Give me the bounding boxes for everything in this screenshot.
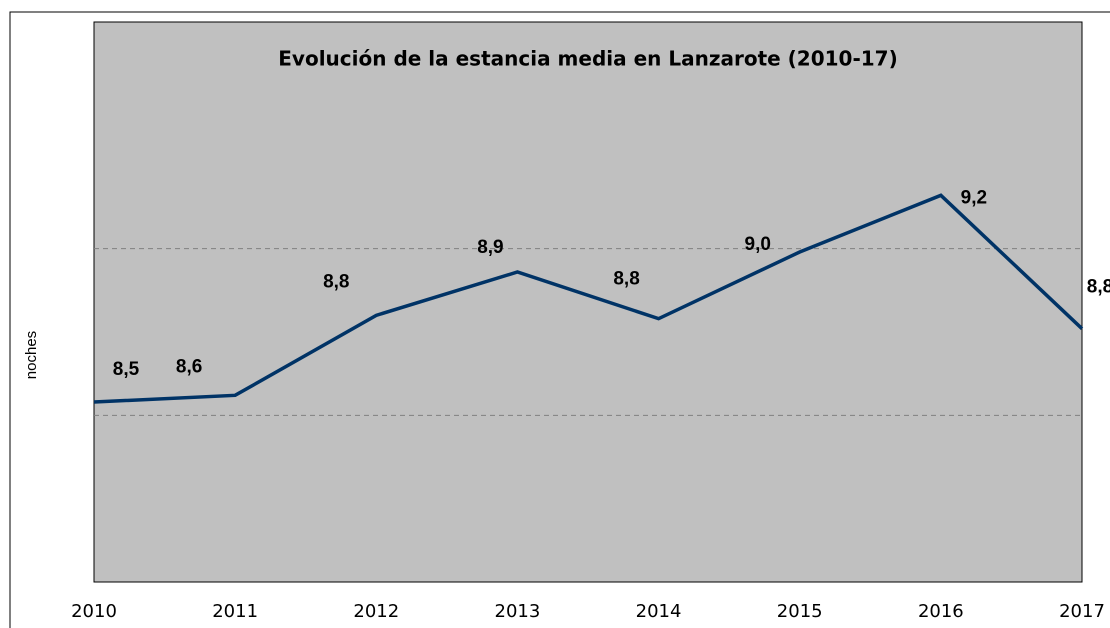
y-axis-label: noches [23,331,40,379]
x-tick-label: 2016 [918,601,964,622]
x-tick-label: 2013 [495,601,541,622]
data-label: 9,2 [961,187,987,208]
data-line [93,193,1084,404]
x-tick-label: 2014 [636,601,682,622]
data-label: 8,5 [113,359,140,380]
data-label: 9,0 [745,234,771,255]
data-label: 8,9 [477,237,503,258]
x-tick-label: 2015 [777,601,823,622]
plot-area [93,21,1083,583]
data-label: 8,6 [176,356,202,377]
chart-frame [9,11,1110,628]
x-tick-label: 2017 [1059,601,1105,622]
x-tick-label: 2011 [212,601,258,622]
data-label: 8,8 [613,269,639,290]
data-label: 8,8 [323,271,349,292]
data-label: 8,8 [1087,277,1110,298]
chart-title: Evolución de la estancia media en Lanzar… [278,47,897,71]
x-tick-label: 2012 [353,601,399,622]
x-tick-label: 2010 [71,601,117,622]
